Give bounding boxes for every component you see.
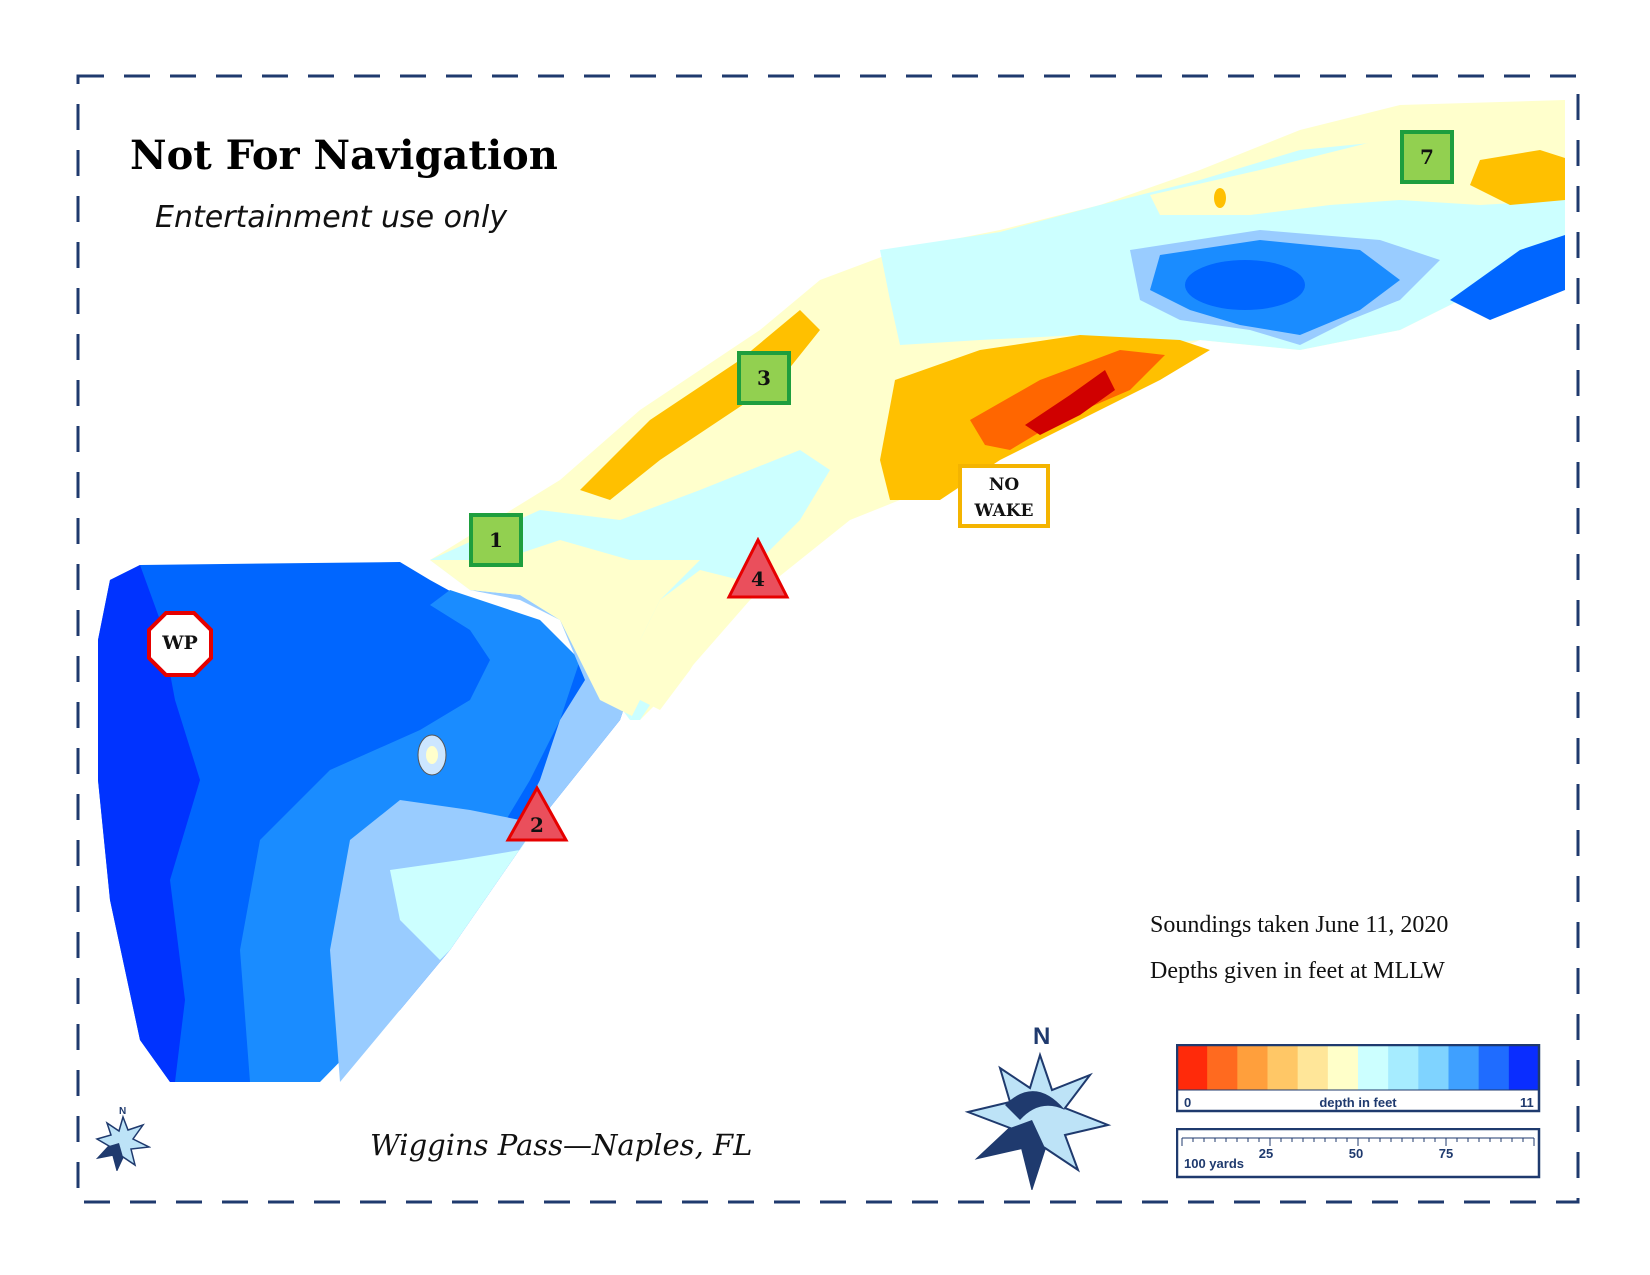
channel-yellow-north	[1150, 110, 1565, 215]
red-marker-4-label: 4	[751, 567, 765, 591]
depths-note: Depths given in feet at MLLW	[1150, 958, 1445, 984]
shoal-red	[1025, 370, 1115, 435]
wp-octagon-icon[interactable]	[146, 610, 214, 678]
red-marker-4-icon[interactable]	[726, 537, 790, 601]
legend-swatch	[1177, 1045, 1208, 1090]
wp-label: WP	[162, 632, 198, 654]
shoal-amber-ne	[1470, 150, 1565, 205]
compass-north-label: N	[1033, 1023, 1050, 1050]
small-compass-north-label: N	[119, 1106, 126, 1117]
legend-swatch	[1237, 1045, 1268, 1090]
red-marker-2-label: 2	[530, 813, 544, 837]
scale-tick-75: 75	[1439, 1146, 1453, 1161]
basin-cyan	[390, 820, 540, 960]
no-wake-line2: WAKE	[974, 501, 1034, 521]
legend-swatch	[1267, 1045, 1299, 1090]
legend-swatch	[1327, 1045, 1359, 1090]
green-marker-3[interactable]: 3	[737, 351, 791, 405]
map-subtitle: Entertainment use only	[155, 200, 508, 235]
channel-cyan-west	[430, 450, 830, 720]
channel-yellow-inner	[640, 570, 740, 710]
scale-unit-label: 100 yards	[1184, 1156, 1244, 1171]
depth-legend-min: 0	[1184, 1095, 1191, 1110]
depth-legend: 0 depth in feet 11	[1176, 1044, 1541, 1113]
map-title: Not For Navigation	[130, 132, 558, 179]
legend-swatch	[1388, 1045, 1419, 1090]
small-compass-icon: N	[95, 1106, 151, 1171]
green-marker-1[interactable]: 1	[469, 513, 523, 567]
depth-legend-title: depth in feet	[1319, 1095, 1397, 1110]
channel-deep-east	[1450, 235, 1565, 320]
basin-light	[330, 560, 630, 1082]
legend-swatch	[1508, 1045, 1540, 1090]
scale-tick-25: 25	[1259, 1146, 1273, 1161]
legend-swatch	[1478, 1045, 1510, 1090]
green-marker-7[interactable]: 7	[1400, 130, 1454, 184]
legend-swatch	[1358, 1045, 1389, 1090]
scale-tick-50: 50	[1349, 1146, 1363, 1161]
soundings-note: Soundings taken June 11, 2020	[1150, 912, 1449, 938]
basin-deepest	[98, 565, 200, 1082]
legend-swatch	[1448, 1045, 1480, 1090]
depth-legend-max: 11	[1520, 1095, 1534, 1110]
no-wake-sign[interactable]: NO WAKE	[958, 464, 1050, 528]
legend-swatch	[1418, 1045, 1449, 1090]
location-label: Wiggins Pass—Naples, FL	[370, 1128, 753, 1162]
compass-rose-icon: N	[964, 1023, 1112, 1190]
legend-swatch	[1297, 1045, 1329, 1090]
legend-swatch	[1207, 1045, 1238, 1090]
scale-bar: 100 yards 25 50 75	[1176, 1128, 1541, 1179]
channel-deep-hole	[1185, 260, 1305, 310]
red-marker-2-icon[interactable]	[505, 785, 569, 843]
no-wake-line1: NO	[988, 475, 1020, 495]
